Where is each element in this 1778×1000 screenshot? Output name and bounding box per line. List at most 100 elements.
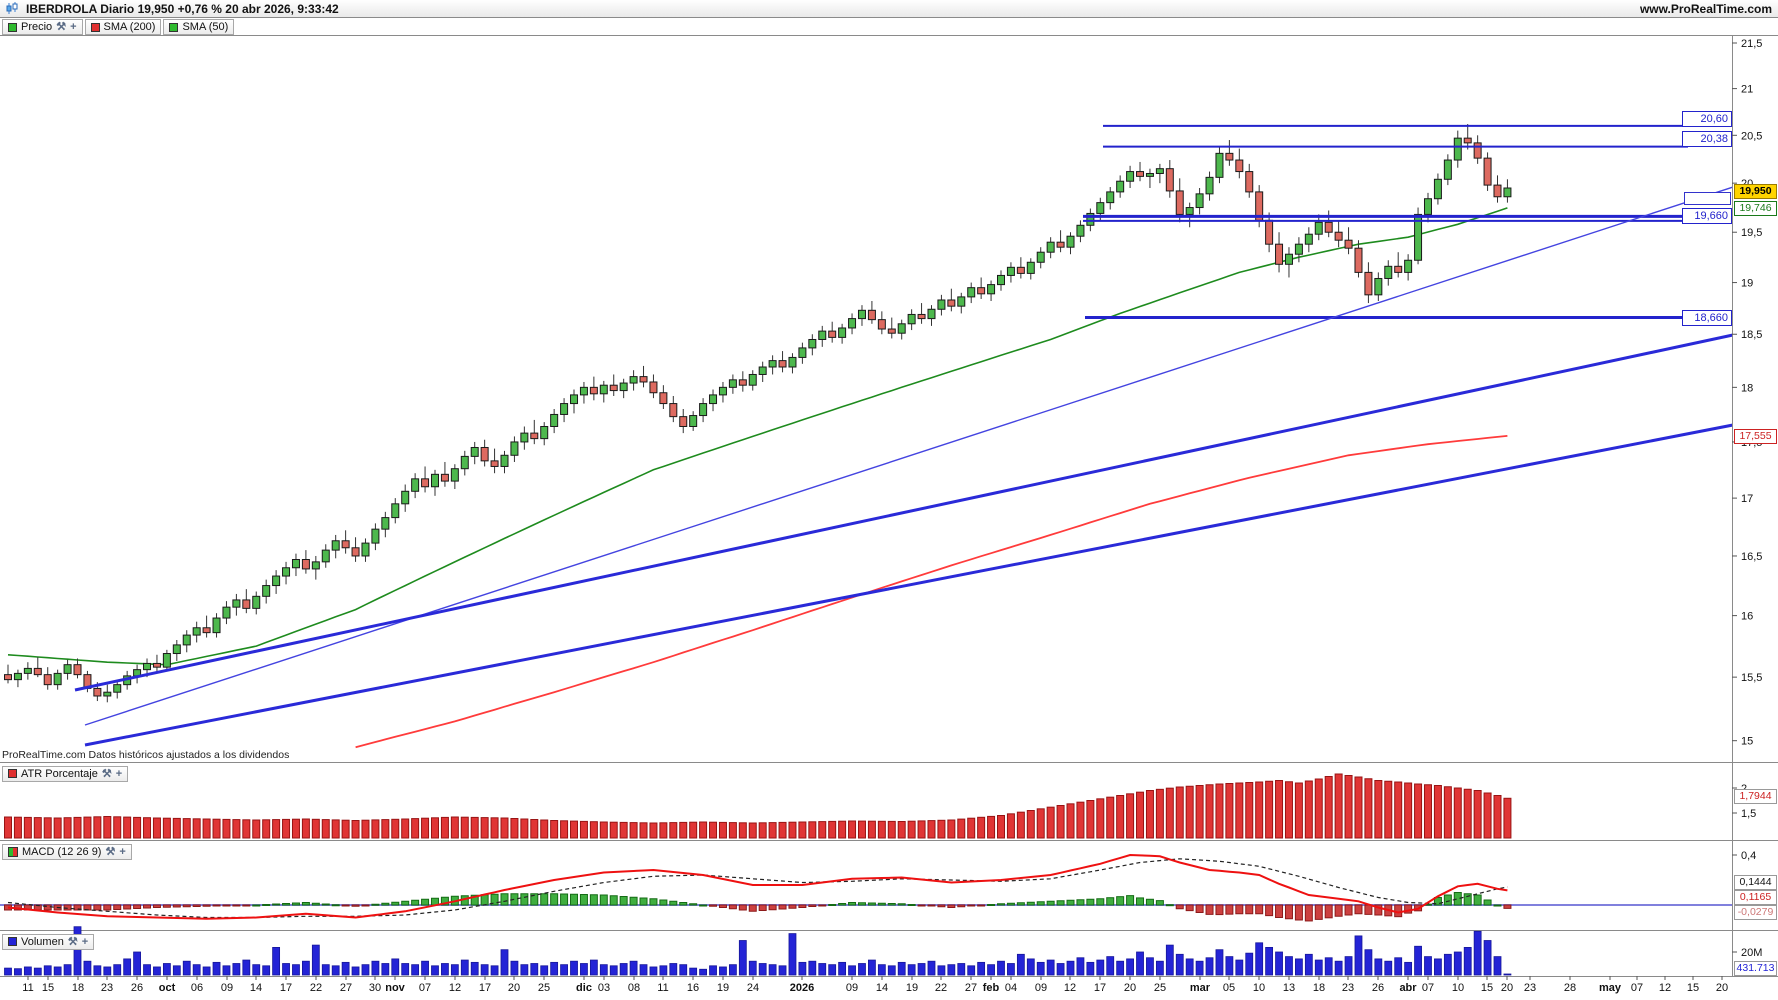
svg-text:1,5: 1,5 (1741, 808, 1756, 820)
volume-button[interactable]: Volumen ⚒ + (2, 933, 95, 950)
sma200-button[interactable]: SMA (200) (84, 19, 162, 35)
svg-text:25: 25 (538, 982, 550, 994)
svg-text:16: 16 (687, 982, 699, 994)
svg-text:15: 15 (1687, 982, 1699, 994)
svg-text:28: 28 (1564, 982, 1576, 994)
macd-legend-row: MACD (12 26 9) ⚒ + (2, 843, 132, 861)
svg-text:30: 30 (369, 982, 381, 994)
current-price-box: 19,950 (1734, 184, 1777, 199)
svg-text:20: 20 (1124, 982, 1136, 994)
atr-value-box: 1,7944 (1734, 789, 1777, 804)
svg-text:16: 16 (1741, 611, 1753, 623)
level-label-20-38: 20,38 (1682, 131, 1732, 147)
macd-button[interactable]: MACD (12 26 9) ⚒ + (2, 844, 132, 860)
svg-text:13: 13 (1283, 982, 1295, 994)
trendline-end-box (1684, 192, 1731, 205)
svg-text:23: 23 (1342, 982, 1354, 994)
svg-text:04: 04 (1005, 982, 1017, 994)
svg-text:17: 17 (479, 982, 491, 994)
svg-text:09: 09 (221, 982, 233, 994)
macd-color-icon (8, 847, 18, 857)
level-label-19-660: 19,660 (1682, 208, 1732, 224)
add-indicator-icon[interactable]: + (70, 21, 77, 33)
atr-add-icon[interactable]: + (115, 767, 123, 780)
svg-text:15: 15 (1741, 736, 1753, 748)
svg-text:27: 27 (965, 982, 977, 994)
atr-wrench-icon[interactable]: ⚒ (101, 767, 112, 780)
svg-text:23: 23 (101, 982, 113, 994)
macd-add-icon[interactable]: + (119, 846, 126, 858)
sma200-value-box: 17,555 (1734, 429, 1777, 444)
svg-text:18: 18 (1313, 982, 1325, 994)
svg-text:18,5: 18,5 (1741, 329, 1762, 341)
svg-text:11: 11 (22, 982, 33, 994)
svg-text:21,5: 21,5 (1741, 38, 1762, 50)
wrench-icon[interactable]: ⚒ (56, 21, 67, 33)
svg-text:03: 03 (598, 982, 610, 994)
svg-text:21: 21 (1741, 84, 1753, 96)
sma50-label: SMA (50) (182, 21, 229, 33)
svg-text:10: 10 (1452, 982, 1464, 994)
svg-text:22: 22 (310, 982, 322, 994)
website-label: www.ProRealTime.com (1639, 1, 1772, 16)
svg-text:06: 06 (191, 982, 203, 994)
macd-label: MACD (12 26 9) (22, 846, 102, 858)
svg-text:17: 17 (1741, 493, 1753, 505)
svg-text:07: 07 (1631, 982, 1643, 994)
atr-legend-row: ATR Porcentaje ⚒ + (2, 765, 129, 783)
svg-text:09: 09 (846, 982, 858, 994)
mini-candles-icon (6, 2, 18, 14)
svg-text:19,5: 19,5 (1741, 227, 1762, 239)
macd-signal-value-box: 0,1444 (1734, 875, 1777, 890)
svg-text:08: 08 (628, 982, 640, 994)
svg-text:26: 26 (1372, 982, 1384, 994)
svg-text:14: 14 (876, 982, 888, 994)
svg-text:16,5: 16,5 (1741, 551, 1762, 563)
atr-label: ATR Porcentaje (21, 767, 98, 780)
svg-text:15: 15 (42, 982, 54, 994)
svg-text:12: 12 (1064, 982, 1076, 994)
svg-text:12: 12 (449, 982, 461, 994)
svg-text:19: 19 (1741, 278, 1753, 290)
svg-text:11: 11 (657, 982, 668, 994)
sma200-label: SMA (200) (103, 21, 156, 33)
svg-text:abr: abr (1399, 982, 1417, 994)
svg-text:20: 20 (508, 982, 520, 994)
svg-text:25: 25 (1154, 982, 1166, 994)
svg-text:17: 17 (1094, 982, 1106, 994)
svg-text:17: 17 (280, 982, 292, 994)
svg-text:nov: nov (385, 982, 405, 994)
precio-label: Precio (21, 21, 53, 33)
macd-panel (0, 853, 1732, 922)
title-bar: IBERDROLA Diario 19,950 +0,76 % 20 abr 2… (0, 0, 1778, 18)
svg-text:0,4: 0,4 (1741, 850, 1756, 862)
svg-text:mar: mar (1190, 982, 1211, 994)
volume-add-icon[interactable]: + (81, 935, 89, 948)
level-label-18-660: 18,660 (1682, 310, 1732, 326)
level-label-20-60: 20,60 (1682, 111, 1732, 127)
svg-text:feb: feb (983, 982, 1000, 994)
price-panel (4, 123, 1732, 749)
svg-text:07: 07 (1422, 982, 1434, 994)
volume-wrench-icon[interactable]: ⚒ (67, 935, 78, 948)
atr-button[interactable]: ATR Porcentaje ⚒ + (2, 765, 129, 782)
macd-wrench-icon[interactable]: ⚒ (105, 846, 116, 858)
precio-button[interactable]: Precio ⚒ + (2, 19, 83, 35)
svg-text:12: 12 (1659, 982, 1671, 994)
svg-text:may: may (1599, 982, 1622, 994)
svg-text:20: 20 (1501, 982, 1513, 994)
svg-text:15,5: 15,5 (1741, 672, 1762, 684)
volume-panel (4, 926, 1512, 976)
volume-color-icon (8, 937, 17, 946)
atr-panel (4, 773, 1512, 839)
svg-text:24: 24 (747, 982, 759, 994)
svg-text:22: 22 (935, 982, 947, 994)
sma50-value-box: 19,746 (1734, 201, 1777, 216)
svg-text:19: 19 (717, 982, 729, 994)
sma50-button[interactable]: SMA (50) (163, 19, 235, 35)
svg-text:27: 27 (340, 982, 352, 994)
macd-line-value-box: 0,1165 (1734, 890, 1777, 905)
precio-color-icon (8, 22, 17, 32)
